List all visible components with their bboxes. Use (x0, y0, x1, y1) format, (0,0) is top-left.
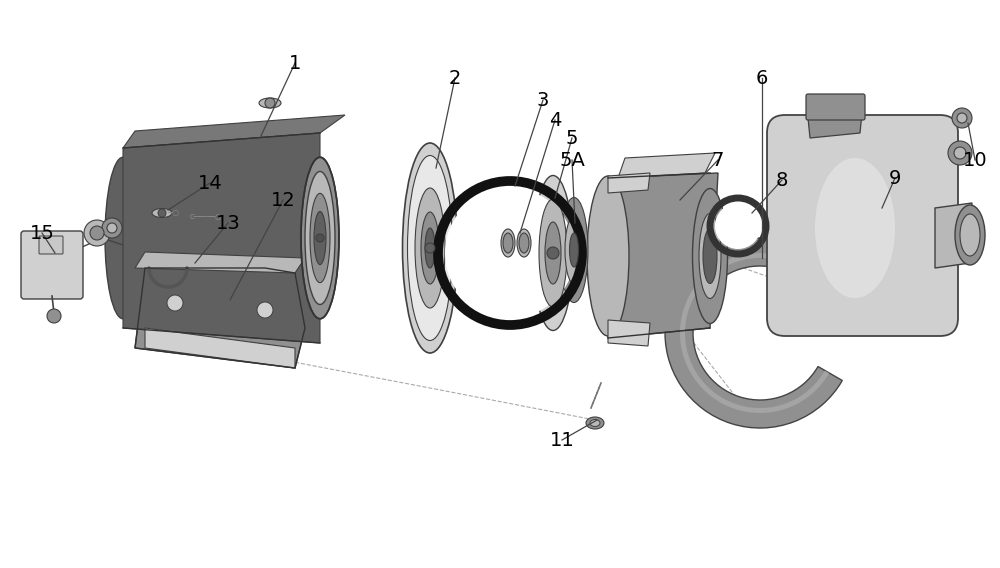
Ellipse shape (692, 189, 728, 324)
Ellipse shape (955, 205, 985, 265)
Text: 9: 9 (889, 169, 901, 187)
Ellipse shape (560, 198, 588, 303)
Ellipse shape (565, 216, 583, 284)
Polygon shape (618, 153, 715, 178)
Ellipse shape (105, 157, 141, 319)
Circle shape (107, 223, 117, 233)
Text: 12: 12 (271, 190, 295, 210)
Ellipse shape (402, 143, 458, 353)
Circle shape (425, 243, 435, 253)
Circle shape (84, 220, 110, 246)
Ellipse shape (501, 229, 515, 257)
Circle shape (158, 209, 166, 217)
FancyBboxPatch shape (767, 115, 958, 336)
Ellipse shape (703, 228, 717, 283)
Ellipse shape (699, 214, 721, 299)
Polygon shape (123, 133, 320, 343)
FancyBboxPatch shape (21, 231, 83, 299)
Ellipse shape (259, 98, 281, 108)
Polygon shape (935, 203, 972, 268)
Polygon shape (808, 113, 862, 138)
Polygon shape (123, 115, 345, 148)
FancyBboxPatch shape (39, 236, 63, 254)
Ellipse shape (152, 208, 172, 218)
Text: ─○: ─○ (167, 208, 179, 217)
Ellipse shape (533, 176, 573, 331)
Ellipse shape (570, 233, 578, 267)
Text: 5A: 5A (559, 151, 585, 169)
Ellipse shape (408, 156, 452, 340)
Circle shape (90, 226, 104, 240)
Ellipse shape (519, 233, 529, 253)
Polygon shape (608, 173, 718, 338)
Ellipse shape (503, 233, 513, 253)
Circle shape (954, 147, 966, 159)
Text: 4: 4 (549, 111, 561, 130)
Text: 13: 13 (216, 214, 240, 232)
Text: 6: 6 (756, 69, 768, 87)
Wedge shape (680, 253, 835, 413)
Circle shape (102, 218, 122, 238)
Text: 5: 5 (566, 128, 578, 148)
Circle shape (957, 113, 967, 123)
Ellipse shape (587, 176, 629, 336)
Circle shape (547, 247, 559, 259)
Text: 7: 7 (712, 151, 724, 169)
Ellipse shape (539, 199, 567, 307)
Text: 15: 15 (30, 223, 54, 243)
FancyBboxPatch shape (806, 94, 865, 120)
Ellipse shape (305, 172, 335, 304)
Circle shape (952, 108, 972, 128)
Ellipse shape (586, 417, 604, 429)
Text: 3: 3 (537, 90, 549, 110)
Ellipse shape (415, 188, 445, 308)
Ellipse shape (960, 214, 980, 256)
Ellipse shape (425, 228, 435, 268)
Polygon shape (145, 328, 295, 368)
Circle shape (316, 234, 324, 242)
Circle shape (445, 188, 575, 318)
Ellipse shape (310, 193, 330, 283)
Circle shape (47, 309, 61, 323)
Text: 10: 10 (963, 151, 987, 169)
Text: 11: 11 (550, 431, 574, 449)
Text: 1: 1 (289, 53, 301, 73)
Circle shape (948, 141, 972, 165)
Ellipse shape (590, 420, 600, 427)
Text: 8: 8 (776, 170, 788, 190)
Ellipse shape (815, 158, 895, 298)
Ellipse shape (517, 229, 531, 257)
Circle shape (257, 302, 273, 318)
Text: 2: 2 (449, 69, 461, 87)
Text: 14: 14 (198, 173, 222, 193)
Ellipse shape (545, 222, 561, 284)
Polygon shape (135, 268, 305, 368)
Circle shape (265, 98, 275, 108)
Ellipse shape (301, 157, 339, 319)
Ellipse shape (314, 211, 326, 265)
Wedge shape (665, 238, 849, 428)
Circle shape (715, 203, 761, 249)
Polygon shape (135, 252, 305, 273)
Polygon shape (608, 173, 650, 193)
Ellipse shape (421, 212, 439, 284)
Polygon shape (608, 320, 650, 346)
Circle shape (167, 295, 183, 311)
Text: C─────○: C─────○ (190, 213, 222, 219)
